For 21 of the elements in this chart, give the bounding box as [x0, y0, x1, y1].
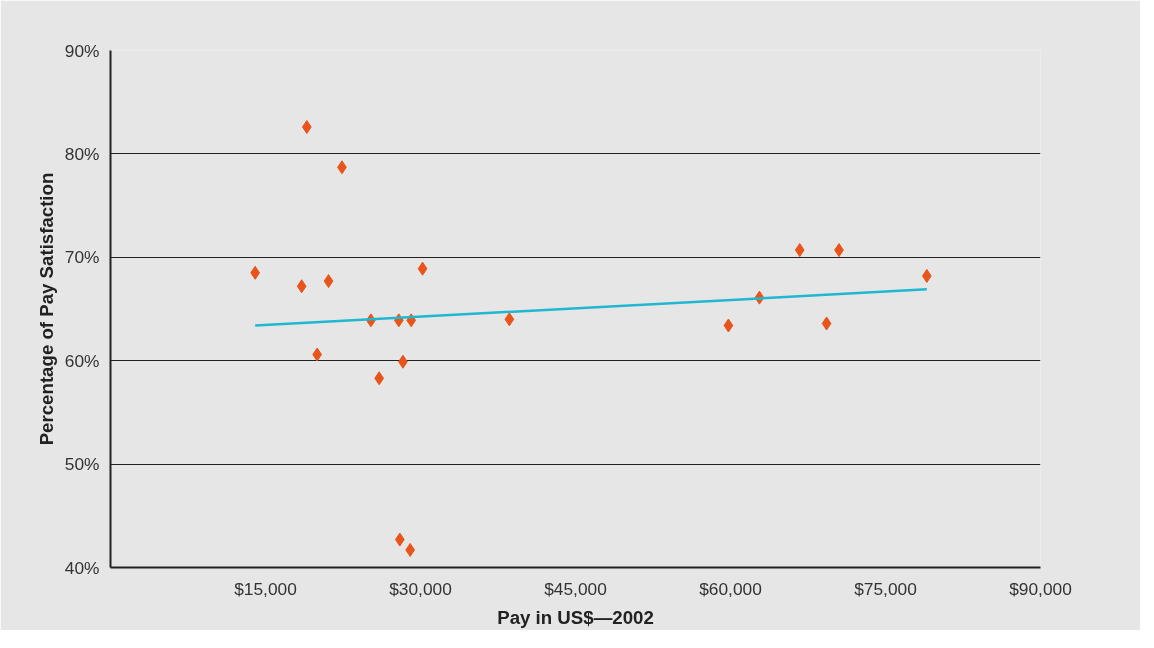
- point: [504, 312, 515, 327]
- x-tick-label: $75,000: [854, 578, 917, 599]
- y-tick-label: 80%: [64, 143, 100, 164]
- y-tick-label: 70%: [64, 247, 100, 268]
- y-tick-label: 90%: [64, 40, 100, 61]
- x-tick-label: $45,000: [544, 578, 607, 599]
- y-tick-label: 60%: [64, 350, 100, 371]
- y-tick-label: 40%: [64, 557, 100, 578]
- point: [821, 316, 832, 331]
- x-axis-title: Pay in US$—2002: [497, 606, 654, 628]
- point: [417, 261, 428, 276]
- point: [323, 274, 334, 289]
- point: [794, 243, 805, 258]
- y-tick-label: 50%: [64, 454, 100, 475]
- x-tick-label: $90,000: [1009, 578, 1072, 599]
- point: [723, 318, 734, 333]
- x-tick-label: $60,000: [699, 578, 762, 599]
- x-tick-label: $30,000: [389, 578, 452, 599]
- x-tick-label: $15,000: [234, 578, 297, 599]
- y-axis-title: Percentage of Pay Satisfaction: [35, 172, 57, 446]
- point: [296, 279, 307, 294]
